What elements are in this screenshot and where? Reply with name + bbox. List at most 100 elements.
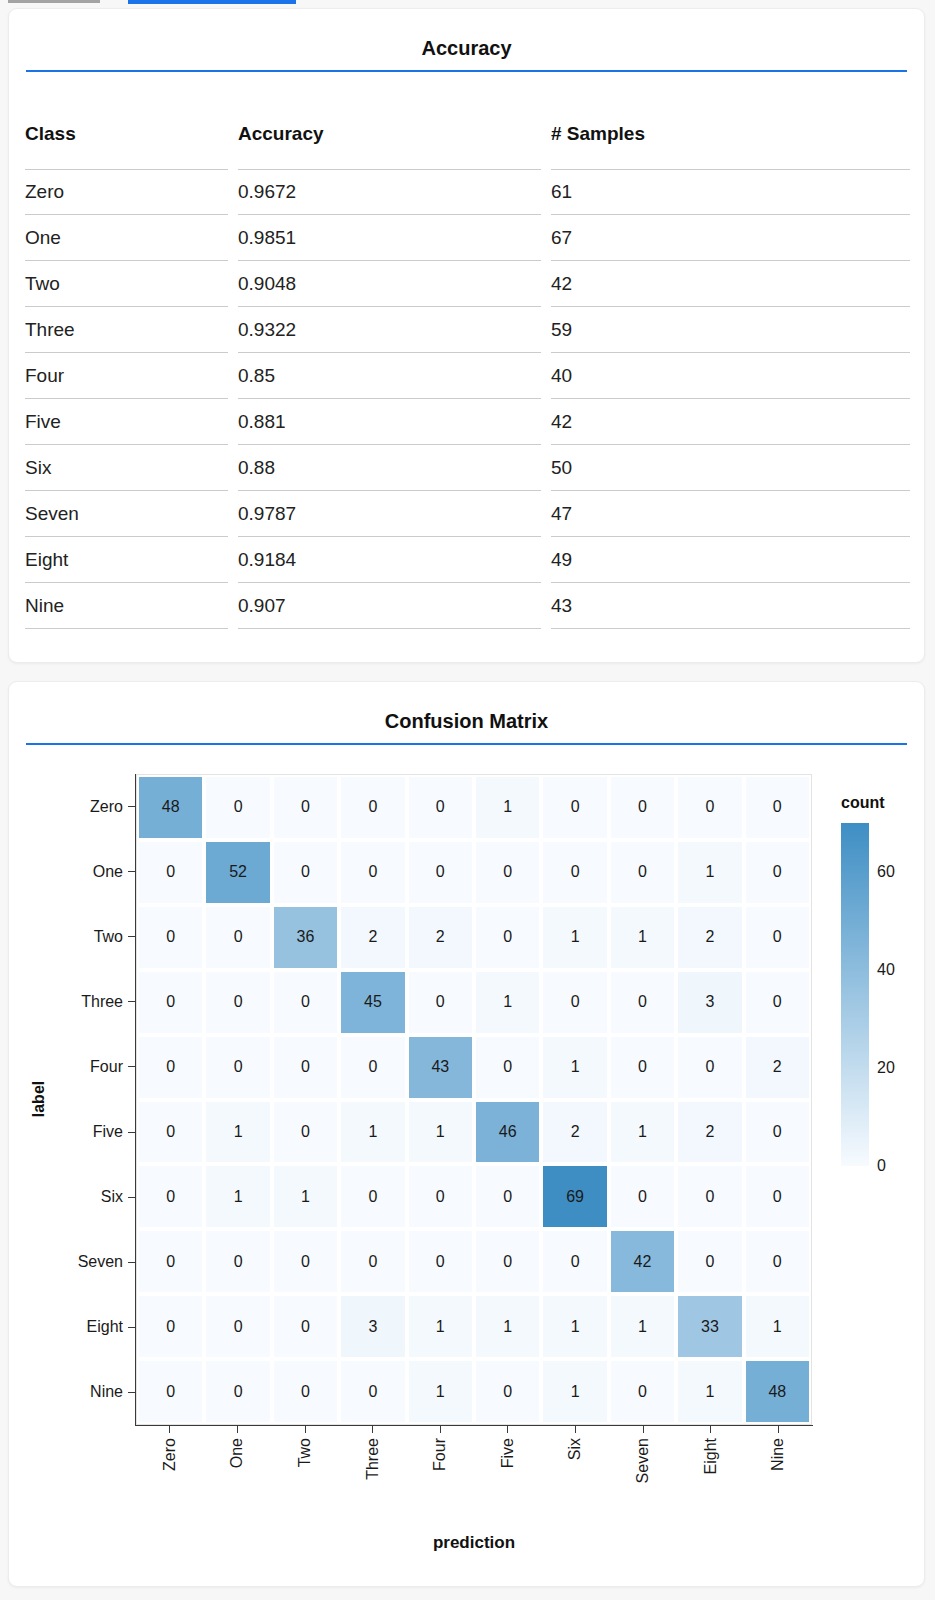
matrix-cell: 45 xyxy=(341,972,404,1033)
tab-indicator-active[interactable] xyxy=(128,0,296,4)
table-cell: 0.881 xyxy=(238,399,541,445)
matrix-cell: 69 xyxy=(543,1166,606,1227)
matrix-cell: 1 xyxy=(409,1102,472,1163)
matrix-cell: 0 xyxy=(139,1102,202,1163)
matrix-cell: 0 xyxy=(341,1361,404,1422)
matrix-cell: 0 xyxy=(139,1037,202,1098)
accuracy-card-title: Accuracy xyxy=(9,37,924,60)
matrix-cell: 1 xyxy=(206,1102,269,1163)
confusion-matrix-card: Confusion Matrix 48000010000052000000100… xyxy=(8,681,925,1587)
matrix-cell: 0 xyxy=(611,972,674,1033)
matrix-cell: 0 xyxy=(543,842,606,903)
y-axis-tick xyxy=(128,806,136,807)
matrix-cell: 2 xyxy=(543,1102,606,1163)
table-row: Seven0.978747 xyxy=(25,491,910,537)
matrix-cell: 52 xyxy=(206,842,269,903)
legend-tick-label: 40 xyxy=(877,961,895,979)
y-axis-label: Six xyxy=(33,1187,123,1207)
matrix-cell: 0 xyxy=(139,1166,202,1227)
confusion-title-rule xyxy=(26,743,907,745)
x-axis-label: Five xyxy=(498,1438,518,1508)
x-axis-label: Eight xyxy=(701,1438,721,1508)
y-axis-label: Three xyxy=(33,992,123,1012)
matrix-cell: 0 xyxy=(678,777,741,838)
table-row: Three0.932259 xyxy=(25,307,910,353)
table-row: Two0.904842 xyxy=(25,261,910,307)
matrix-cell: 2 xyxy=(341,907,404,968)
matrix-cell: 0 xyxy=(543,777,606,838)
matrix-cell: 0 xyxy=(274,842,337,903)
matrix-cell: 0 xyxy=(746,972,809,1033)
matrix-cell: 0 xyxy=(409,777,472,838)
matrix-cell: 0 xyxy=(139,1361,202,1422)
matrix-cell: 1 xyxy=(543,907,606,968)
x-axis-label: Four xyxy=(430,1438,450,1508)
legend-tick-label: 0 xyxy=(877,1157,886,1175)
matrix-cell: 1 xyxy=(611,1102,674,1163)
table-cell: 43 xyxy=(551,583,910,629)
table-cell: 49 xyxy=(551,537,910,583)
matrix-cell: 0 xyxy=(611,1037,674,1098)
table-cell: 50 xyxy=(551,445,910,491)
table-cell: Seven xyxy=(25,491,228,537)
table-cell: 61 xyxy=(551,169,910,215)
y-axis-tick xyxy=(128,936,136,937)
matrix-cell: 0 xyxy=(274,972,337,1033)
y-axis-tick xyxy=(128,1327,136,1328)
matrix-cell: 0 xyxy=(341,1037,404,1098)
matrix-cell: 0 xyxy=(409,972,472,1033)
legend-colorbar xyxy=(841,823,869,1166)
y-axis-label: Nine xyxy=(33,1382,123,1402)
matrix-cell: 0 xyxy=(678,1037,741,1098)
accuracy-card: Accuracy Class Accuracy # Samples Zero0.… xyxy=(8,8,925,663)
matrix-cell: 0 xyxy=(746,1102,809,1163)
x-axis-tick xyxy=(643,1426,644,1433)
matrix-cell: 2 xyxy=(746,1037,809,1098)
y-axis-title: label xyxy=(29,1069,49,1129)
y-axis-tick xyxy=(128,1392,136,1393)
table-row: Zero0.967261 xyxy=(25,169,910,215)
tab-indicator-inactive[interactable] xyxy=(8,0,100,3)
x-axis-tick xyxy=(778,1426,779,1433)
y-axis-tick xyxy=(128,1132,136,1133)
x-axis-label: One xyxy=(227,1438,247,1508)
matrix-cell: 1 xyxy=(476,777,539,838)
matrix-cell: 0 xyxy=(746,1166,809,1227)
matrix-cell: 1 xyxy=(678,1361,741,1422)
matrix-cell: 46 xyxy=(476,1102,539,1163)
x-axis-tick xyxy=(305,1426,306,1433)
table-row: Nine0.90743 xyxy=(25,583,910,629)
matrix-cell: 0 xyxy=(476,1361,539,1422)
table-row: One0.985167 xyxy=(25,215,910,261)
x-axis-label: Seven xyxy=(633,1438,653,1508)
x-axis-label: Three xyxy=(363,1438,383,1508)
accuracy-table-header: Class Accuracy # Samples xyxy=(25,99,910,169)
y-axis-label: One xyxy=(33,862,123,882)
x-axis-tick xyxy=(237,1426,238,1433)
matrix-cell: 0 xyxy=(139,972,202,1033)
matrix-cell: 0 xyxy=(139,1296,202,1357)
table-cell: 0.907 xyxy=(238,583,541,629)
y-axis-tick xyxy=(128,1001,136,1002)
matrix-cell: 0 xyxy=(611,1166,674,1227)
accuracy-table-body: Zero0.967261One0.985167Two0.904842Three0… xyxy=(25,169,910,629)
table-cell: 67 xyxy=(551,215,910,261)
matrix-cell: 0 xyxy=(543,1231,606,1292)
matrix-cell: 0 xyxy=(206,1231,269,1292)
matrix-cell: 0 xyxy=(206,1296,269,1357)
matrix-cell: 0 xyxy=(274,777,337,838)
x-axis-label: Six xyxy=(565,1438,585,1508)
matrix-cell: 3 xyxy=(678,972,741,1033)
matrix-cell: 0 xyxy=(678,1231,741,1292)
matrix-cell: 2 xyxy=(678,907,741,968)
matrix-cell: 0 xyxy=(409,842,472,903)
matrix-cell: 2 xyxy=(678,1102,741,1163)
col-header-accuracy: Accuracy xyxy=(238,99,541,169)
matrix-cell: 1 xyxy=(206,1166,269,1227)
matrix-cell: 0 xyxy=(611,842,674,903)
table-cell: 59 xyxy=(551,307,910,353)
matrix-cell: 0 xyxy=(409,1166,472,1227)
matrix-cell: 43 xyxy=(409,1037,472,1098)
table-cell: 0.9851 xyxy=(238,215,541,261)
matrix-cell: 48 xyxy=(746,1361,809,1422)
